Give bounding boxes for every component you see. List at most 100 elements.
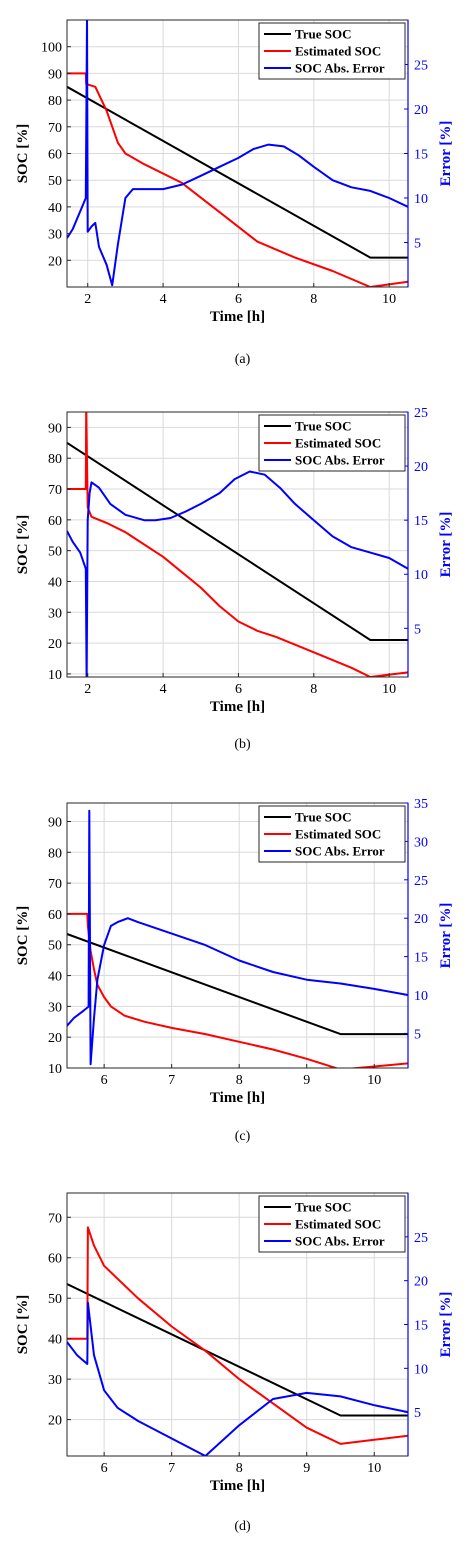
- legend-label: Estimated SOC: [295, 44, 381, 59]
- y-tick-label: 20: [48, 637, 62, 652]
- chart-panel: 2 4 6 8 10 10 20 30 40 50 60 70 80 90 5 10 15 20 25 Time [h…: [15, 406, 454, 715]
- y2-tick-label: 10: [414, 192, 428, 207]
- legend: True SOC Estimated SOC SOC Abs. Error: [258, 22, 406, 80]
- series-line-estimated-soc: [67, 72, 408, 287]
- y-tick-label: 20: [48, 1414, 62, 1429]
- x-tick-label: 6: [101, 1073, 108, 1088]
- y-tick-label: 40: [48, 575, 62, 590]
- y-tick-label: 40: [48, 201, 62, 216]
- y2-tick-label: 10: [414, 568, 428, 583]
- y-tick-label: 30: [48, 1373, 62, 1388]
- y-tick-label: 50: [48, 1292, 62, 1307]
- legend-label: True SOC: [295, 810, 351, 825]
- y-tick-label: 70: [48, 877, 62, 892]
- x-tick-label: 9: [303, 1073, 310, 1088]
- x-tick-label: 6: [235, 292, 242, 307]
- panel-caption: (d): [234, 1519, 251, 1534]
- y-tick-label: 30: [48, 606, 62, 621]
- x-tick-label: 7: [168, 1461, 175, 1476]
- y2-axis-title: Error [%]: [438, 121, 454, 187]
- x-tick-label: 10: [382, 292, 396, 307]
- y2-tick-label: 20: [414, 460, 428, 475]
- y-tick-label: 50: [48, 174, 62, 189]
- y2-axis-title: Error [%]: [438, 903, 454, 969]
- legend-label: Estimated SOC: [295, 436, 381, 451]
- series-line-soc-abs-error: [67, 1301, 408, 1456]
- y2-tick-label: 10: [414, 1362, 428, 1377]
- series-line-soc-abs-error: [67, 809, 408, 1066]
- y2-tick-label: 15: [414, 514, 428, 529]
- y2-tick-label: 5: [414, 622, 421, 637]
- y2-tick-label: 5: [414, 1027, 421, 1042]
- legend-label: SOC Abs. Error: [295, 844, 385, 859]
- y-tick-label: 60: [48, 148, 62, 163]
- y-tick-label: 50: [48, 545, 62, 560]
- y-tick-label: 40: [48, 1333, 62, 1348]
- x-tick-label: 10: [382, 682, 396, 697]
- x-tick-label: 4: [160, 292, 167, 307]
- y2-tick-label: 25: [414, 59, 428, 74]
- chart-panel: 2 4 6 8 10 20 30 40 50 60 70 80 90 100 5 10 15 20 25 Time […: [15, 19, 454, 325]
- y2-tick-label: 25: [414, 874, 428, 889]
- panel-caption: (c): [235, 1129, 251, 1144]
- y-tick-label: 30: [48, 1000, 62, 1015]
- y-axis-title: SOC [%]: [15, 906, 31, 966]
- y-tick-label: 60: [48, 1252, 62, 1267]
- x-tick-label: 2: [84, 682, 91, 697]
- chart-panel: 6 7 8 9 10 10 20 30 40 50 60 70 80 90 5 10 15 20 25 30 35 Tim…: [15, 797, 454, 1106]
- x-tick-label: 8: [310, 682, 317, 697]
- y2-tick-label: 20: [414, 103, 428, 118]
- x-tick-label: 10: [367, 1073, 381, 1088]
- y-tick-label: 80: [48, 452, 62, 467]
- y2-axis-title: Error [%]: [438, 1292, 454, 1358]
- y-tick-label: 20: [48, 1031, 62, 1046]
- legend-label: SOC Abs. Error: [295, 453, 385, 468]
- y-tick-label: 70: [48, 483, 62, 498]
- legend: True SOC Estimated SOC SOC Abs. Error: [258, 414, 406, 472]
- x-tick-label: 8: [310, 292, 317, 307]
- panel-caption: (b): [234, 737, 251, 752]
- series-line-true-soc: [67, 933, 408, 1036]
- x-tick-label: 10: [367, 1461, 381, 1476]
- y2-tick-label: 20: [414, 1275, 428, 1290]
- y2-tick-label: 5: [414, 237, 421, 252]
- y2-axis-title: Error [%]: [438, 512, 454, 578]
- y-tick-label: 80: [48, 94, 62, 109]
- y-tick-label: 30: [48, 228, 62, 243]
- y2-tick-label: 20: [414, 912, 428, 927]
- series-line-soc-abs-error: [67, 470, 408, 677]
- y-tick-label: 60: [48, 908, 62, 923]
- y2-tick-label: 15: [414, 1319, 428, 1334]
- y-tick-label: 100: [41, 41, 62, 56]
- y-tick-label: 80: [48, 846, 62, 861]
- series-group: [67, 809, 408, 1068]
- y-tick-label: 90: [48, 421, 62, 436]
- y-tick-label: 90: [48, 67, 62, 82]
- x-tick-label: 6: [235, 682, 242, 697]
- legend: True SOC Estimated SOC SOC Abs. Error: [258, 805, 406, 863]
- y-axis-title: SOC [%]: [15, 124, 31, 184]
- series-group: [67, 412, 408, 677]
- chart-panel: 6 7 8 9 10 20 30 40 50 60 70 5 10 15 20 25 Time [h] SOC […: [15, 1192, 454, 1494]
- x-axis-title: Time [h]: [210, 699, 265, 715]
- y-tick-label: 70: [48, 121, 62, 136]
- legend-label: True SOC: [295, 419, 351, 434]
- legend-label: True SOC: [295, 1200, 351, 1215]
- panel-caption: (a): [235, 352, 251, 367]
- series-line-estimated-soc: [67, 1226, 408, 1445]
- series-group: [67, 20, 408, 287]
- y2-tick-label: 35: [414, 797, 428, 812]
- legend-label: Estimated SOC: [295, 827, 381, 842]
- x-tick-label: 7: [168, 1073, 175, 1088]
- legend: True SOC Estimated SOC SOC Abs. Error: [258, 1195, 406, 1253]
- y-tick-label: 60: [48, 514, 62, 529]
- x-tick-label: 4: [160, 682, 167, 697]
- y2-tick-label: 25: [414, 1231, 428, 1246]
- y-axis-title: SOC [%]: [15, 1295, 31, 1355]
- series-line-true-soc: [67, 85, 408, 259]
- series-line-soc-abs-error: [67, 20, 408, 287]
- y2-tick-label: 15: [414, 148, 428, 163]
- y-tick-label: 20: [48, 254, 62, 269]
- y-tick-label: 70: [48, 1211, 62, 1226]
